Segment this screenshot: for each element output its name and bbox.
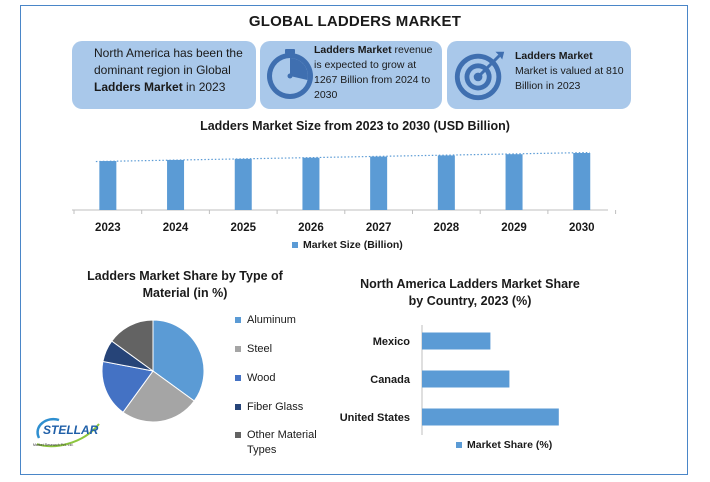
pie-slice-steel — [122, 370, 195, 423]
stellar-logo: STELLAR Market Research Pvt. Ltd. — [33, 417, 100, 448]
info-card-revenue-growth: Ladders Market revenue is expected to gr… — [260, 41, 442, 109]
legend-label: Wood — [247, 372, 276, 384]
x-tick-label-2026: 2026 — [298, 222, 324, 234]
legend-swatch — [235, 346, 241, 352]
card3-text-bold: Ladders Market — [515, 50, 593, 62]
y-tick-label-canada: Canada — [370, 374, 411, 386]
legend-label: Other Material Types — [247, 429, 317, 456]
country-share-chart-title: North America Ladders Market Share by Co… — [360, 277, 580, 308]
market-size-chart-title: Ladders Market Size from 2023 to 2030 (U… — [200, 119, 510, 133]
info-card-dominant-region: North America has been the dominant regi… — [72, 41, 256, 109]
legend-label: Steel — [247, 343, 273, 355]
x-tick-label-2027: 2027 — [366, 222, 392, 234]
bar-canada — [422, 370, 510, 388]
pie-slice-wood — [101, 360, 154, 413]
legend-swatch — [235, 317, 241, 323]
card3-text-post: Market is valued at 810 Billion in 2023 — [515, 65, 624, 92]
country-share-legend: Market Share (%) — [456, 439, 552, 451]
legend-label: Fiber Glass — [247, 401, 304, 413]
y-tick-label-mexico: Mexico — [373, 336, 411, 348]
x-tick-label-2024: 2024 — [163, 222, 189, 234]
card1-text-bold: Ladders Market — [94, 80, 183, 94]
bar-2025 — [234, 158, 252, 210]
legend-swatch — [235, 404, 241, 410]
country-share-legend-label: Market Share (%) — [467, 439, 553, 451]
legend-item-fiber-glass: Fiber Glass — [235, 400, 345, 415]
logo-brand: STELLAR — [43, 423, 99, 437]
market-size-legend-label: Market Size (Billion) — [303, 239, 403, 251]
legend-item-wood: Wood — [235, 371, 345, 386]
material-share-chart-title: Ladders Market Share by Type of Material… — [87, 269, 283, 300]
bar-mexico — [422, 332, 491, 350]
x-tick-label-2029: 2029 — [501, 222, 527, 234]
legend-item-aluminum: Aluminum — [235, 313, 345, 328]
material-share-pie-chart — [101, 319, 205, 423]
target-icon — [454, 51, 505, 101]
card2-text-post: revenue is expected to grow at 1267 Bill… — [314, 44, 433, 101]
bar-2028 — [437, 155, 455, 210]
bar-2023 — [99, 161, 117, 210]
card1-text-pre: North America has been the dominant regi… — [94, 46, 243, 77]
legend-swatch — [292, 242, 298, 248]
bar-2026 — [302, 157, 320, 210]
x-tick-label-2030: 2030 — [569, 222, 595, 234]
stopwatch-icon — [267, 49, 313, 99]
info-card-market-value: Ladders Market Market is valued at 810 B… — [447, 41, 631, 109]
x-tick-label-2023: 2023 — [95, 222, 121, 234]
legend-swatch — [235, 432, 241, 438]
legend-item-steel: Steel — [235, 342, 345, 357]
card3-text: Ladders Market Market is valued at 810 B… — [515, 49, 631, 94]
country-share-bar-chart: Mexico Canada United States — [340, 325, 559, 435]
pie-slice-other-material-types — [111, 319, 154, 372]
card1-text-post: in 2023 — [182, 80, 226, 94]
pie-slice-aluminum — [152, 319, 205, 402]
infographic-frame — [20, 5, 688, 475]
card2-text-bold: Ladders Market — [314, 44, 392, 56]
legend-swatch — [235, 375, 241, 381]
bar-united-states — [422, 408, 559, 426]
legend-swatch — [456, 442, 462, 448]
bar-2030 — [573, 153, 591, 210]
legend-label: Aluminum — [247, 314, 296, 326]
page-title: GLOBAL LADDERS MARKET — [248, 13, 462, 30]
card2-text: Ladders Market revenue is expected to gr… — [314, 43, 440, 103]
legend-item-other-material-types: Other Material Types — [235, 428, 345, 458]
x-tick-label-2025: 2025 — [230, 222, 256, 234]
market-size-bar-chart: 2023 2024 2025 2026 2027 2028 2029 2030 — [72, 151, 617, 234]
bar-2027 — [370, 156, 388, 210]
logo-tagline: Market Research Pvt. Ltd. — [33, 443, 73, 447]
bar-2024 — [167, 159, 185, 210]
y-tick-label-united-states: United States — [340, 412, 410, 424]
market-size-legend: Market Size (Billion) — [292, 239, 403, 251]
x-tick-label-2028: 2028 — [434, 222, 460, 234]
bar-2029 — [505, 154, 523, 210]
